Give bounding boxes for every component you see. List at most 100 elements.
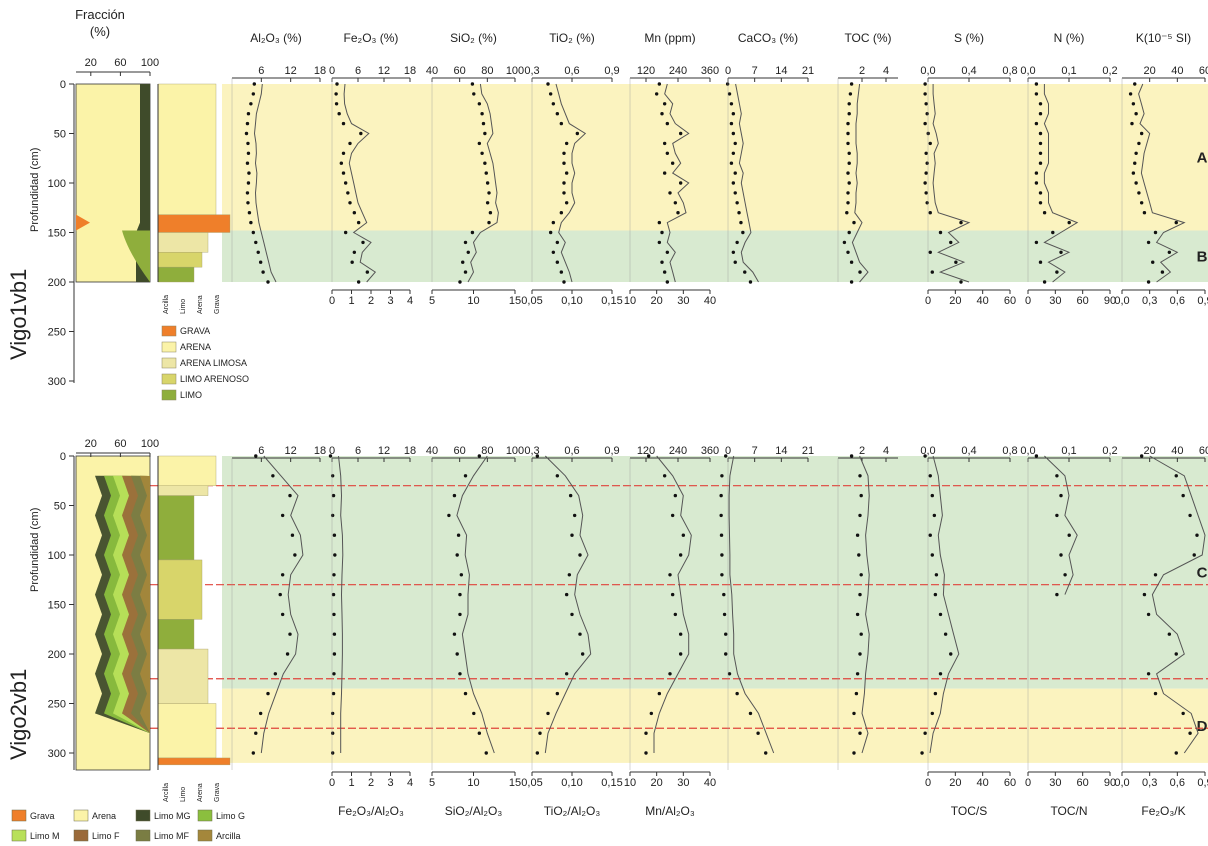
series-point-s: [925, 201, 929, 205]
series-point-toc: [849, 280, 854, 284]
bottom-tick-label: 5: [429, 777, 435, 789]
depth-tick-label: 150: [48, 228, 66, 240]
series-line-fe-o: [338, 455, 344, 753]
series-point-fe-o: [359, 131, 363, 136]
bottom-tick-label: 10: [624, 295, 636, 307]
series-point-fe-o: [361, 240, 365, 245]
series-point-fe-o: [333, 553, 337, 557]
series-point-n: [1034, 82, 1039, 86]
bottom-tick-label: 30: [1049, 295, 1061, 307]
series-point-fe-o: [343, 230, 348, 235]
top-tick-label: 21: [802, 445, 814, 457]
series-point-caco: [719, 533, 724, 537]
series-point-tio: [572, 513, 577, 518]
series-point-s: [954, 260, 958, 264]
series-point-caco: [733, 260, 737, 264]
series-point-caco: [743, 270, 747, 274]
series-point-tio: [559, 211, 564, 215]
series-point-s: [928, 141, 932, 146]
series-point-k-10-si: [1142, 592, 1147, 597]
series-point-tio: [562, 191, 566, 195]
depth-axis-label: Profundidad (cm): [29, 508, 41, 592]
top-tick-label: 40: [426, 65, 438, 77]
series-point-al-o: [254, 454, 258, 458]
bottom-tick-label: 60: [1077, 777, 1089, 789]
series-point-s: [924, 151, 928, 155]
series-point-k-10-si: [1174, 652, 1178, 656]
series-point-mn-ppm: [668, 672, 672, 676]
series-point-caco: [735, 240, 739, 245]
depth-tick-label: 50: [54, 129, 66, 141]
series-point-mn-ppm: [676, 211, 680, 215]
bottom-tick-label: 2: [368, 295, 374, 307]
series-point-al-o: [278, 592, 282, 597]
series-point-mn-ppm: [662, 270, 667, 274]
series-point-tio: [564, 592, 569, 597]
series-point-mn-ppm: [670, 513, 675, 518]
top-tick-label: 120: [637, 445, 655, 457]
bottom-tick-label: 0,15: [601, 295, 622, 307]
fraction-legend-label: Grava: [30, 811, 55, 821]
series-point-tio: [546, 711, 550, 716]
lithology-layer-arena: [157, 83, 217, 215]
series-point-s: [924, 102, 928, 106]
series-point-n: [1055, 592, 1059, 597]
bottom-axis-title-tio-al-o: TiO₂/Al₂O₃: [544, 804, 601, 818]
top-tick-label: 0: [725, 65, 731, 77]
top-tick-label: 240: [669, 445, 687, 457]
series-point-k-10-si: [1146, 280, 1151, 284]
series-point-toc: [855, 672, 860, 676]
top-tick-label: 0: [329, 65, 335, 77]
series-point-tio: [548, 230, 553, 235]
series-line-caco: [735, 83, 759, 283]
fraction-tick-label: 100: [141, 438, 159, 450]
series-line-toc: [859, 455, 870, 754]
series-point-al-o: [246, 141, 250, 146]
top-tick-label: 360: [701, 65, 719, 77]
fraction-legend-swatch: [197, 829, 213, 842]
top-tick-label: 40: [1171, 65, 1183, 77]
fraction-legend-swatch: [135, 829, 151, 842]
series-point-sio: [458, 280, 462, 284]
series-point-mn-ppm: [657, 220, 662, 225]
series-point-al-o: [251, 751, 256, 755]
series-point-sio: [483, 161, 487, 165]
series-point-s: [959, 280, 963, 284]
series-point-s: [934, 573, 939, 577]
top-tick-label: 12: [285, 445, 297, 457]
series-point-al-o: [266, 691, 270, 696]
series-point-n: [1038, 161, 1043, 165]
top-tick-label: 0,0: [920, 65, 935, 77]
series-point-n: [1038, 112, 1043, 116]
top-tick-label: 0,9: [604, 445, 619, 457]
series-point-toc: [858, 652, 862, 656]
series-point-toc: [849, 82, 854, 86]
series-point-mn-ppm: [673, 612, 678, 617]
series-point-toc: [852, 751, 856, 755]
series-point-al-o: [252, 82, 257, 86]
series-point-k-10-si: [1167, 632, 1172, 636]
series-point-toc: [848, 92, 853, 96]
bottom-tick-label: 20: [949, 295, 961, 307]
panel-title-n: N (%): [1054, 31, 1085, 45]
series-point-n: [1059, 493, 1063, 498]
series-point-caco: [748, 280, 753, 284]
series-point-caco: [737, 211, 741, 215]
depth-tick-label: 0: [60, 79, 66, 91]
lithology-axis-label-grava: Grava: [214, 783, 221, 802]
top-tick-label: 18: [404, 445, 416, 457]
series-point-k-10-si: [1188, 513, 1192, 518]
series-point-s: [932, 513, 937, 518]
panel-title-sio: SiO₂ (%): [450, 31, 497, 45]
series-point-fe-o: [335, 82, 339, 86]
top-tick-label: 60: [1199, 65, 1208, 77]
series-point-fe-o: [348, 201, 352, 205]
series-point-mn-ppm: [649, 711, 654, 716]
series-point-tio: [570, 612, 574, 617]
top-tick-label: 40: [1171, 445, 1183, 457]
bottom-tick-label: 20: [651, 777, 663, 789]
series-point-s: [933, 691, 938, 696]
bottom-tick-label: 15: [509, 777, 521, 789]
series-point-caco: [719, 493, 723, 498]
series-point-n: [1034, 240, 1039, 245]
